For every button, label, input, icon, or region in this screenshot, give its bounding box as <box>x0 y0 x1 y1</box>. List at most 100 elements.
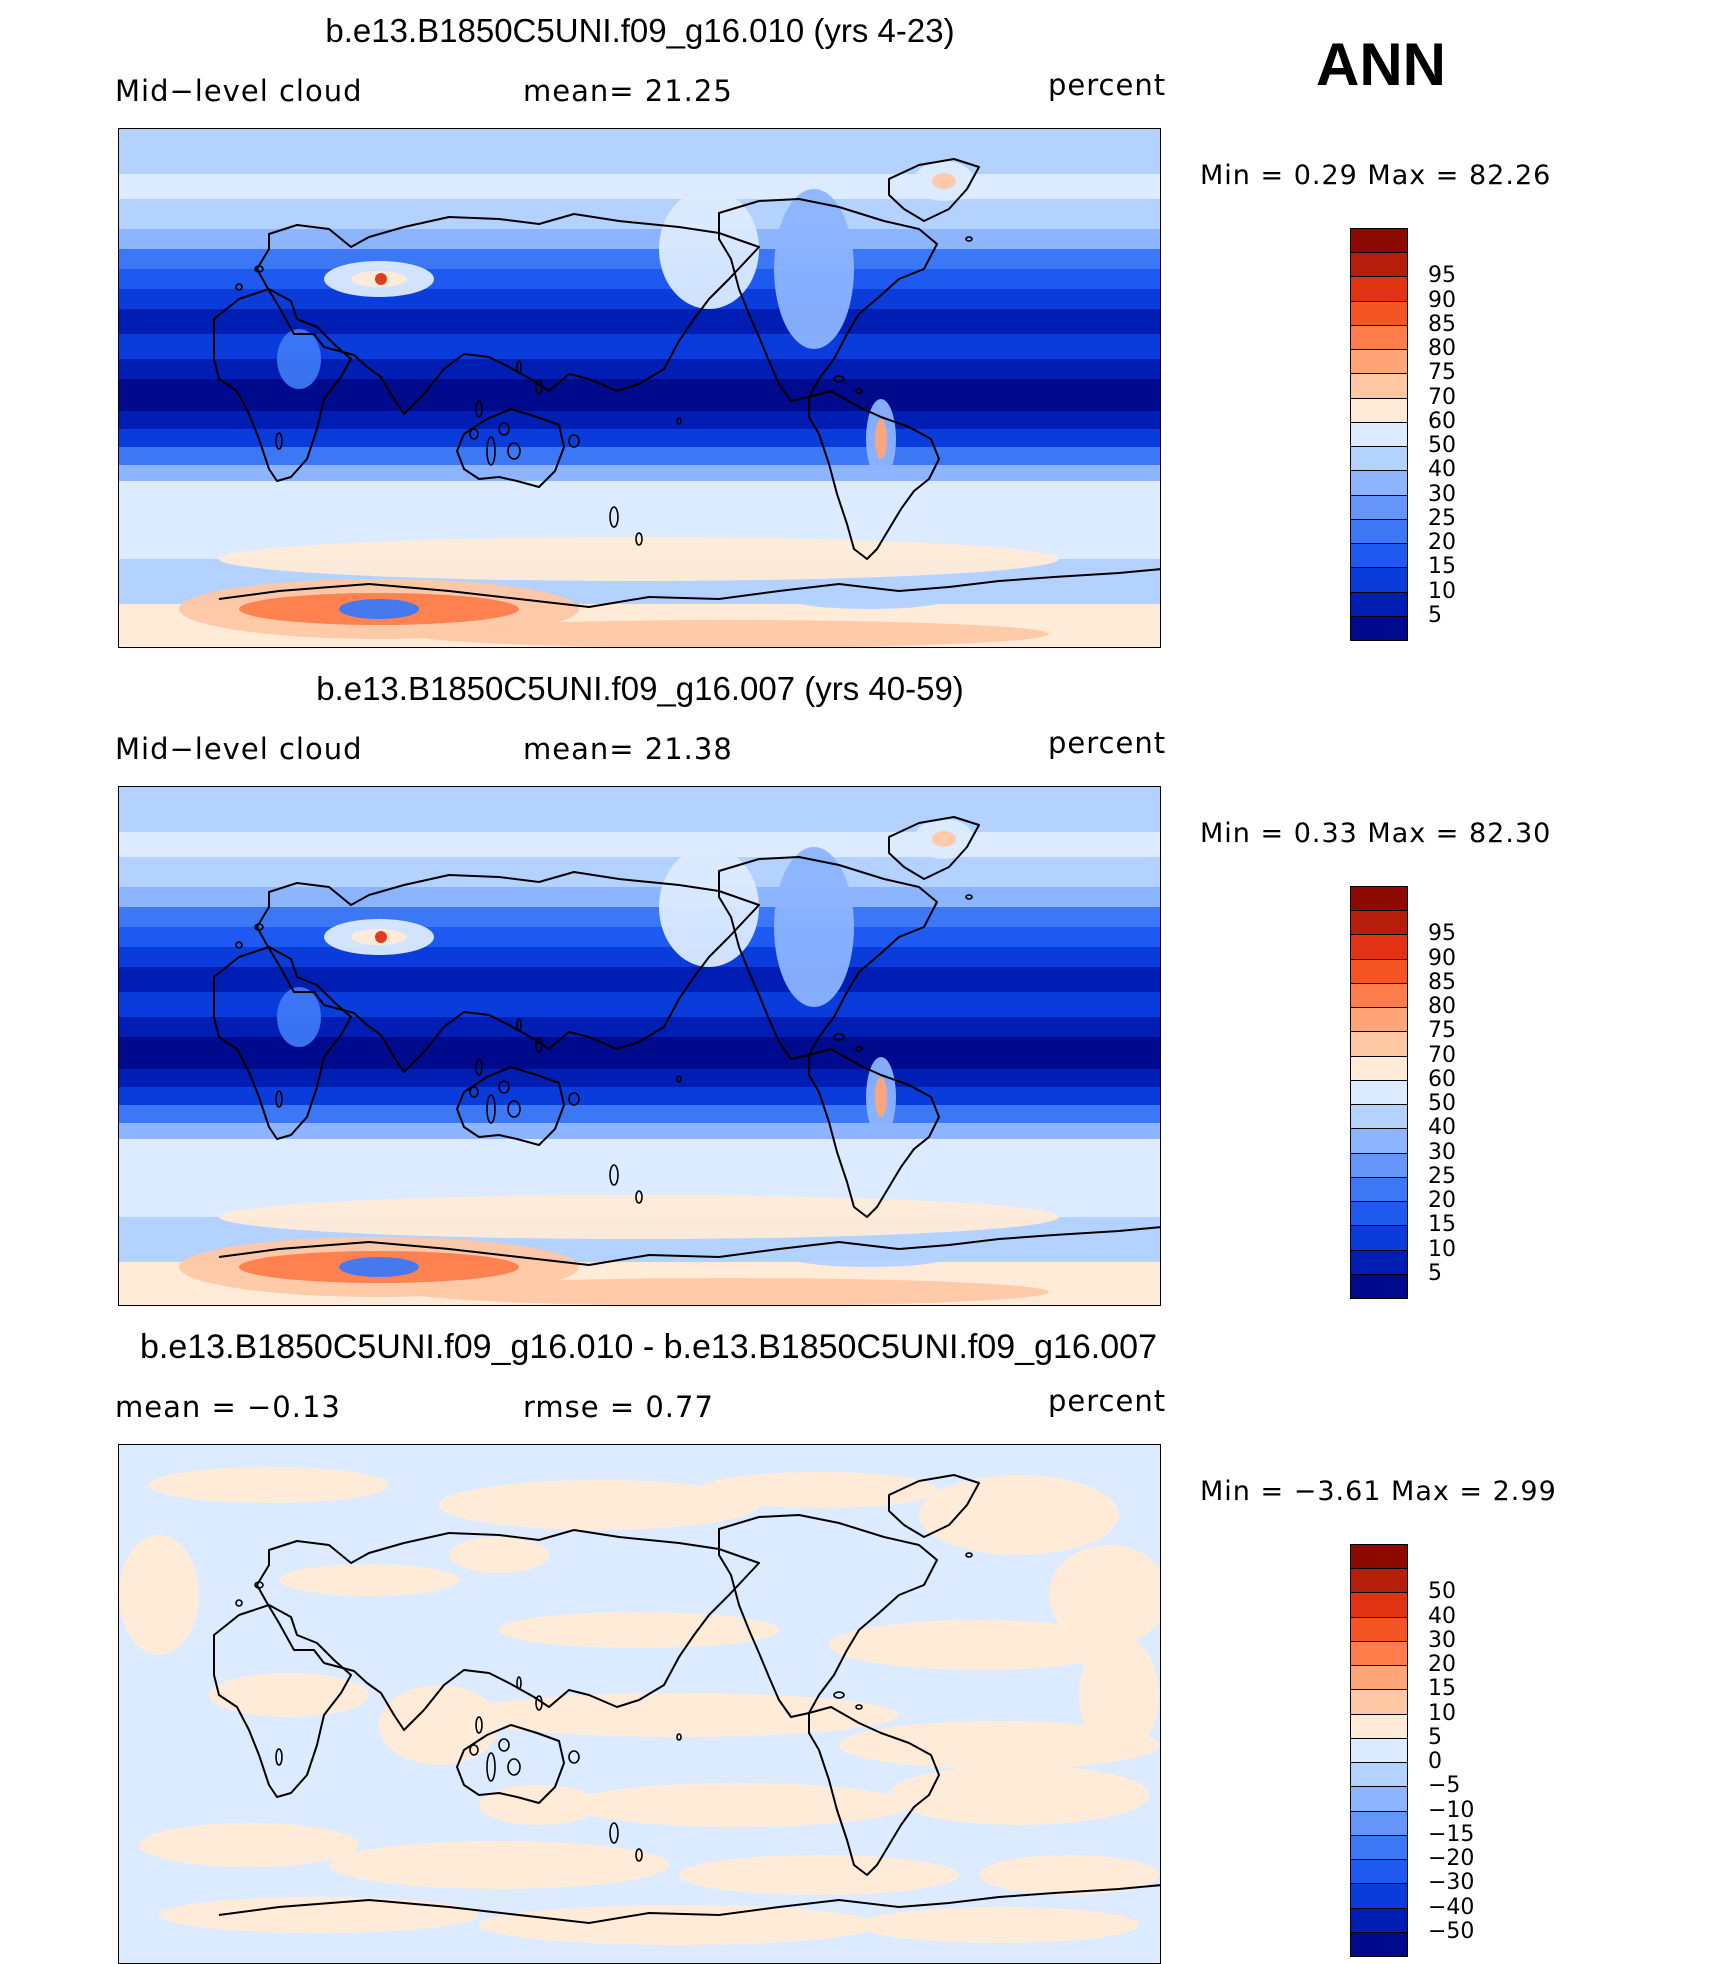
colorbar-label: 15 <box>1428 1212 1456 1238</box>
colorbar-segment <box>1350 1055 1408 1081</box>
colorbar-label: 75 <box>1428 360 1456 386</box>
coastline <box>213 288 352 482</box>
coastline <box>456 1066 565 1146</box>
colorbar-label: 25 <box>1428 1163 1456 1189</box>
panel3-rmse-label: rmse = 0.77 <box>523 1390 714 1424</box>
colorbar-segment <box>1350 1104 1408 1130</box>
island-outline <box>475 1058 483 1076</box>
island-outline <box>676 1075 682 1083</box>
coastline <box>888 1474 980 1538</box>
diff-patch <box>379 1685 499 1765</box>
cloud-band <box>119 199 1160 229</box>
cloud-band <box>119 269 1160 289</box>
island-outline <box>676 1733 682 1741</box>
diff-patch <box>679 1855 959 1895</box>
cloud-band <box>119 129 1160 174</box>
cloud-band <box>119 411 1160 429</box>
panel1-mean-label: mean= 21.25 <box>523 74 733 108</box>
island-outline <box>568 1750 580 1764</box>
colorbar-label: 95 <box>1428 263 1456 289</box>
panel1-colorbar: 5 10 15 20 25 30 40 50 60 70 75 80 85 90 95 <box>1350 228 1456 641</box>
cloud-band <box>119 832 1160 857</box>
colorbar-segment <box>1350 228 1408 254</box>
cloud-band <box>119 481 1160 501</box>
colorbar-segment <box>1350 615 1408 641</box>
cloud-patch <box>277 329 321 389</box>
colorbar-segment <box>1350 886 1408 912</box>
island-outline <box>635 532 643 546</box>
island-outline <box>635 1190 643 1204</box>
cloud-band <box>119 787 1160 832</box>
colorbar-label: 15 <box>1428 1676 1456 1702</box>
panel3-mean-label: mean = −0.13 <box>115 1390 341 1424</box>
colorbar-segment <box>1350 324 1408 351</box>
cloud-patch <box>375 931 387 943</box>
diff-patch <box>859 1907 1139 1943</box>
island-outline <box>486 1094 496 1124</box>
cloud-band <box>119 465 1160 481</box>
colorbar-label: 0 <box>1428 1749 1442 1775</box>
cloud-patch <box>219 537 1059 581</box>
colorbar-label: 30 <box>1428 1139 1456 1165</box>
island-outline <box>475 400 483 418</box>
colorbar-label: −5 <box>1428 1773 1461 1799</box>
panel2-colorbar: 5 10 15 20 25 30 40 50 60 70 75 80 85 90 95 <box>1350 886 1456 1299</box>
diff-patch <box>499 1612 779 1648</box>
island-outline <box>833 375 845 383</box>
panel2-title: b.e13.B1850C5UNI.f09_g16.007 (yrs 40-59) <box>316 670 964 707</box>
panel2-variable-label: Mid−level cloud <box>115 732 363 766</box>
island-outline <box>507 1758 521 1776</box>
cloud-band <box>119 1139 1160 1159</box>
colorbar-segment <box>1350 934 1408 960</box>
island-outline <box>965 1552 973 1558</box>
colorbar-segment <box>1350 1689 1408 1715</box>
colorbar-label: 10 <box>1428 1700 1456 1726</box>
panel2-map-svg <box>119 787 1160 1305</box>
island-outline <box>498 422 510 436</box>
colorbar-segment <box>1350 300 1408 326</box>
diff-patch <box>919 1475 1119 1555</box>
island-outline <box>235 1599 243 1607</box>
colorbar-label: 75 <box>1428 1018 1456 1044</box>
island-outline <box>498 1080 510 1094</box>
diff-patch <box>209 1673 369 1717</box>
coastline <box>456 408 565 488</box>
island-outline <box>254 1581 264 1589</box>
colorbar-label: 40 <box>1428 1603 1456 1629</box>
cloud-band <box>119 174 1160 199</box>
colorbar-label: 5 <box>1428 1724 1442 1750</box>
diff-patch <box>699 1472 939 1508</box>
cloud-band <box>119 249 1160 269</box>
island-outline <box>469 1744 479 1756</box>
colorbar-segment <box>1350 1665 1408 1691</box>
colorbar-label: 30 <box>1428 1627 1456 1653</box>
island-outline <box>609 1822 619 1844</box>
cloud-band <box>119 429 1160 447</box>
colorbar-segment <box>1350 1737 1408 1764</box>
colorbar-segment <box>1350 543 1408 569</box>
colorbar-label: 15 <box>1428 554 1456 580</box>
panel3-colorbar: −50 −40 −30 −20 −15 −10 −5 0 5 10 15 20 30 40 50 <box>1350 1544 1474 1957</box>
island-outline <box>275 1090 283 1108</box>
colorbar-label: 10 <box>1428 1236 1456 1262</box>
colorbar-segment <box>1350 982 1408 1009</box>
island-outline <box>635 1848 643 1862</box>
cloud-band <box>119 447 1160 465</box>
colorbar-segment <box>1350 1201 1408 1227</box>
colorbar-segment <box>1350 1931 1408 1957</box>
panel3-units-label: percent <box>1048 1384 1167 1418</box>
cloud-patch <box>659 189 759 309</box>
colorbar-label: 90 <box>1428 945 1456 971</box>
coastline <box>888 816 980 880</box>
panel2-minmax: Min = 0.33 Max = 82.30 <box>1200 818 1552 849</box>
island-outline <box>833 1033 845 1041</box>
colorbar-label: 90 <box>1428 287 1456 313</box>
island-outline <box>568 1092 580 1106</box>
coastline <box>213 1604 352 1798</box>
diff-patch <box>829 1620 1129 1670</box>
colorbar-label: 20 <box>1428 1188 1456 1214</box>
island-outline <box>535 379 543 395</box>
panel1-map-svg <box>119 129 1160 647</box>
coastline <box>256 213 760 415</box>
cloud-patch <box>789 589 949 609</box>
